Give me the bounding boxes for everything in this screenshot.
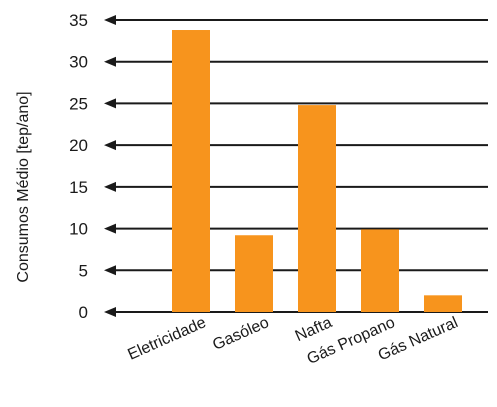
x-tick-label: Gasóleo <box>210 314 271 354</box>
bars <box>172 30 462 313</box>
gridlines <box>104 15 488 317</box>
gridline-arrowhead-30 <box>104 56 116 67</box>
bar-1 <box>235 235 273 312</box>
y-tick-label: 35 <box>69 11 88 30</box>
bar-4 <box>424 295 462 312</box>
bar-2 <box>298 105 336 313</box>
y-tick-label: 15 <box>69 178 88 197</box>
bar-0 <box>172 30 210 313</box>
y-tick-label: 5 <box>79 261 88 280</box>
y-tick-label: 30 <box>69 53 88 72</box>
gridline-arrowhead-5 <box>104 265 116 276</box>
gridline-arrowhead-10 <box>104 223 116 234</box>
gridline-arrowhead-35 <box>104 15 116 25</box>
x-tick-label: Nafta <box>293 314 335 345</box>
gridline-arrowhead-0 <box>104 307 116 317</box>
x-tick-label: Eletricidade <box>125 314 208 364</box>
gridline-arrowhead-20 <box>104 140 116 151</box>
y-tick-label: 25 <box>69 94 88 113</box>
y-tick-label: 10 <box>69 220 88 239</box>
y-tick-label: 0 <box>79 303 88 322</box>
gridline-arrowhead-25 <box>104 98 116 109</box>
gridline-arrowhead-15 <box>104 181 116 192</box>
y-axis-title: Consumos Médio [tep/ano] <box>15 91 32 282</box>
y-tick-label: 20 <box>69 136 88 155</box>
y-tick-labels: 0 5 10 15 20 25 30 35 <box>69 11 88 322</box>
bar-3 <box>361 229 399 312</box>
